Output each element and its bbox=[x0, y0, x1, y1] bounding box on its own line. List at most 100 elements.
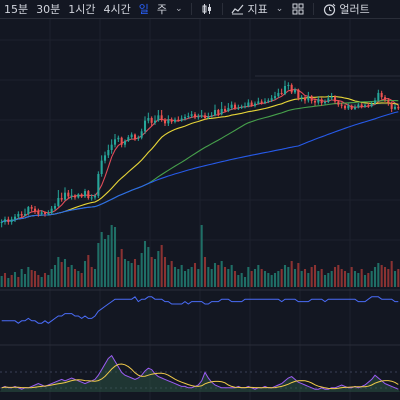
candle-body bbox=[47, 212, 50, 214]
volume-bar bbox=[130, 263, 133, 287]
interval-week[interactable]: 주 bbox=[153, 0, 171, 18]
volume-bar bbox=[23, 274, 27, 287]
candle-body bbox=[37, 211, 40, 214]
volume-bar bbox=[210, 269, 213, 287]
indicators-dropdown[interactable]: ⌄ bbox=[272, 0, 288, 18]
interval-4h[interactable]: 4시간 bbox=[100, 0, 135, 18]
volume-bar bbox=[240, 273, 243, 287]
volume-bar bbox=[230, 265, 233, 287]
candle-body bbox=[97, 174, 100, 196]
candle-body bbox=[240, 106, 243, 108]
volume-bar bbox=[227, 269, 230, 287]
candle-body bbox=[63, 192, 67, 200]
candlesticks bbox=[0, 80, 400, 228]
volume-bar bbox=[157, 251, 160, 287]
volume-bar bbox=[53, 265, 57, 287]
candle-body bbox=[27, 207, 30, 214]
candle-body bbox=[190, 114, 193, 116]
volume-bar bbox=[170, 261, 173, 287]
volume-bar bbox=[290, 261, 293, 287]
volume-bar bbox=[397, 269, 400, 287]
candle-body bbox=[0, 222, 3, 223]
candle-body bbox=[50, 208, 53, 213]
candle-body bbox=[267, 100, 270, 102]
volume-bar bbox=[340, 269, 343, 287]
interval-15m[interactable]: 15분 bbox=[0, 0, 32, 18]
candle-body bbox=[320, 99, 323, 104]
candle-body bbox=[390, 102, 393, 109]
oscillator-2-signal-line bbox=[1, 363, 399, 390]
candle-body bbox=[30, 207, 33, 209]
candle-body bbox=[237, 107, 240, 109]
candle-body bbox=[57, 198, 60, 206]
volume-bar bbox=[377, 263, 380, 287]
volume-bar bbox=[263, 271, 267, 287]
volume-bar bbox=[83, 261, 87, 287]
candle-body bbox=[387, 99, 390, 103]
candle-body bbox=[187, 115, 190, 117]
candle-body bbox=[273, 96, 277, 99]
volume-bar bbox=[317, 271, 320, 287]
alert-clock-icon bbox=[322, 2, 336, 16]
candle-body bbox=[103, 155, 107, 161]
candle-body bbox=[233, 104, 237, 109]
candle-body bbox=[210, 115, 213, 117]
chart-style-button[interactable] bbox=[196, 0, 218, 18]
volume-bar bbox=[287, 267, 290, 287]
volume-bar bbox=[197, 269, 200, 287]
candle-body bbox=[163, 119, 167, 124]
indicators-button[interactable]: 지표 bbox=[227, 0, 272, 18]
alert-button[interactable]: 얼러트 bbox=[318, 0, 373, 18]
volume-bar bbox=[137, 265, 140, 287]
candle-body bbox=[270, 98, 273, 101]
volume-bar bbox=[293, 269, 297, 287]
indicators-label: 지표 bbox=[247, 3, 268, 16]
volume-bar bbox=[313, 265, 317, 287]
volume-bar bbox=[117, 257, 120, 287]
interval-1h[interactable]: 1시간 bbox=[64, 0, 99, 18]
volume-bar bbox=[307, 273, 310, 287]
interval-dropdown[interactable]: ⌄ bbox=[171, 0, 187, 18]
layout-button[interactable] bbox=[287, 0, 309, 18]
volume-bar bbox=[123, 259, 127, 287]
candle-body bbox=[250, 102, 253, 106]
candle-body bbox=[77, 194, 80, 198]
volume-bar bbox=[347, 273, 350, 287]
volume-bar bbox=[237, 275, 240, 287]
candle-body bbox=[370, 103, 373, 107]
volume-bar bbox=[87, 255, 90, 287]
volume-bar bbox=[337, 265, 340, 287]
oscillator-2-line bbox=[1, 354, 399, 390]
candle-body bbox=[303, 97, 307, 101]
volume-bar bbox=[257, 265, 260, 287]
interval-30m[interactable]: 30분 bbox=[32, 0, 64, 18]
volume-bar bbox=[200, 225, 203, 287]
interval-day[interactable]: 일 bbox=[135, 0, 153, 18]
candle-body bbox=[307, 96, 310, 101]
candle-body bbox=[357, 104, 360, 108]
candle-body bbox=[317, 99, 320, 103]
candle-body bbox=[143, 120, 147, 132]
volume-bar bbox=[147, 247, 150, 287]
candle-body bbox=[110, 144, 113, 150]
candle-body bbox=[137, 137, 140, 139]
volume-bar bbox=[7, 278, 10, 287]
volume-bar bbox=[40, 277, 43, 287]
volume-bar bbox=[187, 269, 190, 287]
candle-body bbox=[160, 115, 163, 120]
volume-bar bbox=[17, 277, 20, 287]
ma-xlong-line bbox=[1, 111, 399, 223]
candle-body bbox=[73, 195, 77, 198]
volume-bar bbox=[30, 270, 33, 287]
candle-body bbox=[313, 100, 317, 103]
volume-bar bbox=[47, 275, 50, 287]
candle-body bbox=[373, 100, 377, 104]
candle-body bbox=[17, 214, 20, 217]
candle-body bbox=[157, 115, 160, 121]
candle-body bbox=[87, 191, 90, 198]
volume-bar bbox=[173, 267, 177, 287]
candle-body bbox=[377, 92, 380, 101]
candle-body bbox=[140, 131, 143, 138]
candle-body bbox=[227, 107, 230, 112]
